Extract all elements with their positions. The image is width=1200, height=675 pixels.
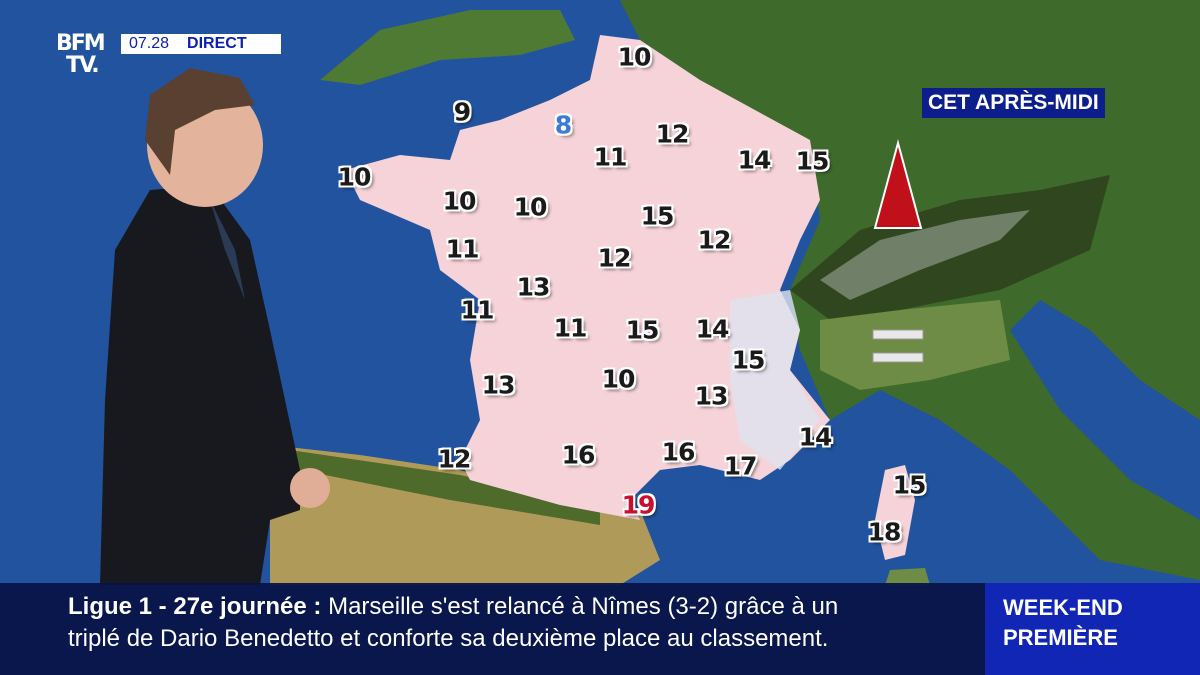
temperature-label: 10 <box>601 364 636 394</box>
temperature-label: 15 <box>731 345 766 375</box>
temperature-label: 11 <box>593 142 628 172</box>
temperature-label: 10 <box>337 162 372 192</box>
bfmtv-logo: BFM TV. <box>56 31 106 78</box>
logo-line1: BFM <box>56 31 106 56</box>
news-ticker: Ligue 1 - 27e journée : Marseille s'est … <box>0 583 985 675</box>
temperature-label: 12 <box>597 243 632 273</box>
temperature-label: 16 <box>561 440 596 470</box>
sardinia <box>885 568 930 585</box>
temperature-label: 12 <box>697 225 732 255</box>
ticker-topic: Ligue 1 - 27e journée <box>68 593 307 620</box>
ticker-line-1: Ligue 1 - 27e journée : Marseille s'est … <box>68 593 838 621</box>
temperature-label: 14 <box>737 145 772 175</box>
ticker-separator: : <box>313 593 322 620</box>
temperature-label: 19 <box>621 490 656 520</box>
corsica <box>875 465 915 560</box>
live-label: DIRECT <box>187 35 247 52</box>
temperature-label: 11 <box>460 295 495 325</box>
ticker-text-2: triplé de Dario Benedetto et conforte sa… <box>68 625 829 652</box>
temperature-label: 15 <box>625 315 660 345</box>
show-name-line2: PREMIÈRE <box>1003 625 1118 650</box>
temperature-label: 17 <box>723 451 758 481</box>
temperature-label: 10 <box>442 186 477 216</box>
ticker-text-1: Marseille s'est relancé à Nîmes (3-2) gr… <box>328 593 839 620</box>
temperature-label: 13 <box>481 370 516 400</box>
clock-time: 07.28 <box>129 35 170 52</box>
temperature-label: 13 <box>694 381 729 411</box>
temperature-label: 14 <box>695 314 730 344</box>
temperature-label: 10 <box>617 42 652 72</box>
uk-landmass <box>320 10 575 85</box>
temperature-label: 12 <box>655 119 690 149</box>
presenter <box>100 68 330 585</box>
period-label: CET APRÈS-MIDI <box>922 88 1105 118</box>
temperature-label: 15 <box>795 146 830 176</box>
temperature-label: 9 <box>453 97 471 127</box>
temperature-label: 16 <box>661 437 696 467</box>
temperature-label: 13 <box>516 272 551 302</box>
temperature-label: 12 <box>437 444 472 474</box>
po-valley <box>820 300 1010 390</box>
temperature-label: 10 <box>513 192 548 222</box>
stable-equals-icon <box>872 329 924 340</box>
france-landmass <box>345 35 830 520</box>
temperature-label: 8 <box>554 110 572 140</box>
temperature-label: 11 <box>553 313 588 343</box>
temperature-label: 18 <box>867 517 902 547</box>
trend-up-triangle-icon <box>873 139 923 229</box>
temperature-label: 15 <box>892 470 927 500</box>
temperature-label: 11 <box>445 234 480 264</box>
show-name-badge: WEEK-END PREMIÈRE <box>985 583 1200 675</box>
logo-line2: TV. <box>66 53 100 78</box>
live-badge: 07.28 DIRECT <box>121 34 281 54</box>
temperature-label: 14 <box>798 422 833 452</box>
temperature-label: 15 <box>640 201 675 231</box>
alps-snow <box>820 210 1030 300</box>
show-name-line1: WEEK-END <box>1003 595 1123 620</box>
